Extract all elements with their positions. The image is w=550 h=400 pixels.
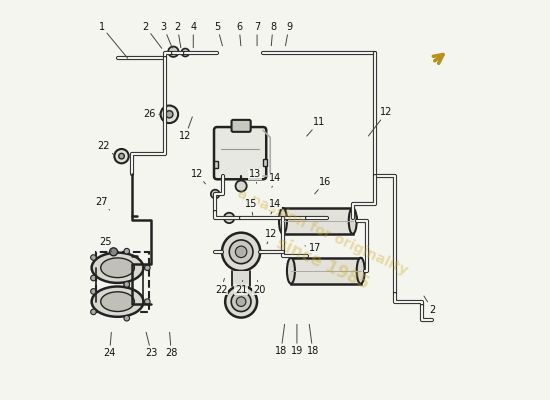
Text: 7: 7 (254, 22, 260, 46)
Bar (291, 258, 361, 284)
Circle shape (124, 282, 130, 287)
Bar (214, 161, 218, 168)
Text: 27: 27 (95, 197, 109, 210)
Circle shape (231, 292, 251, 312)
Text: 2: 2 (174, 22, 181, 48)
Ellipse shape (92, 286, 144, 317)
Text: 12: 12 (179, 117, 192, 141)
Circle shape (114, 149, 129, 163)
Circle shape (235, 180, 247, 192)
Circle shape (145, 265, 150, 270)
Circle shape (348, 214, 357, 222)
Circle shape (236, 297, 246, 306)
Text: 2: 2 (142, 22, 162, 48)
Bar (283, 208, 353, 234)
Text: 1: 1 (98, 22, 128, 58)
Circle shape (211, 190, 219, 198)
Text: 28: 28 (165, 332, 178, 358)
Bar (232, 271, 250, 286)
Circle shape (119, 153, 124, 159)
Ellipse shape (287, 258, 295, 284)
Text: 22: 22 (97, 141, 113, 154)
Text: 13: 13 (249, 169, 261, 183)
Bar (96, 252, 150, 312)
Text: 3: 3 (161, 22, 172, 48)
Circle shape (229, 240, 253, 264)
Circle shape (168, 46, 179, 57)
Circle shape (91, 309, 96, 315)
FancyBboxPatch shape (214, 127, 266, 179)
Text: 18: 18 (307, 324, 319, 356)
Ellipse shape (101, 258, 134, 278)
Circle shape (182, 48, 189, 56)
Circle shape (161, 106, 178, 123)
Ellipse shape (357, 258, 365, 284)
Text: 17: 17 (305, 243, 321, 253)
Text: 16: 16 (315, 177, 331, 194)
Text: 24: 24 (103, 332, 116, 358)
Ellipse shape (101, 292, 134, 312)
Ellipse shape (92, 253, 144, 283)
Circle shape (109, 248, 118, 256)
Text: 12: 12 (191, 169, 206, 184)
Circle shape (225, 286, 257, 318)
Text: 8: 8 (270, 22, 276, 46)
Circle shape (91, 289, 96, 294)
Circle shape (235, 246, 247, 258)
Circle shape (224, 213, 234, 223)
Circle shape (279, 214, 287, 222)
Circle shape (124, 282, 130, 288)
Circle shape (145, 299, 150, 304)
Circle shape (91, 255, 96, 260)
Text: 11: 11 (307, 117, 325, 136)
Text: 21: 21 (235, 280, 248, 295)
Ellipse shape (279, 208, 287, 234)
Text: 15: 15 (245, 199, 257, 215)
FancyBboxPatch shape (232, 120, 251, 132)
Ellipse shape (349, 208, 357, 234)
Text: since 1985: since 1985 (273, 234, 372, 293)
Text: 2: 2 (424, 296, 436, 315)
Text: 19: 19 (291, 324, 303, 356)
Circle shape (124, 316, 130, 321)
Text: 4: 4 (190, 22, 196, 48)
Text: 20: 20 (253, 280, 265, 295)
Text: 9: 9 (285, 22, 292, 46)
Circle shape (166, 111, 173, 118)
Text: 26: 26 (143, 109, 161, 119)
Text: 12: 12 (368, 107, 393, 136)
Text: 5: 5 (214, 22, 222, 46)
Text: 23: 23 (145, 332, 158, 358)
Circle shape (124, 248, 130, 254)
Text: 12: 12 (265, 229, 277, 244)
Text: 6: 6 (236, 22, 242, 46)
Text: 14: 14 (269, 199, 281, 214)
Text: a passion for originality: a passion for originality (235, 186, 410, 278)
Text: 14: 14 (269, 173, 281, 187)
Circle shape (91, 275, 96, 281)
Bar (263, 159, 267, 166)
Circle shape (222, 233, 260, 271)
Text: 25: 25 (100, 237, 112, 252)
Text: 18: 18 (275, 324, 287, 356)
Text: 22: 22 (215, 278, 228, 295)
